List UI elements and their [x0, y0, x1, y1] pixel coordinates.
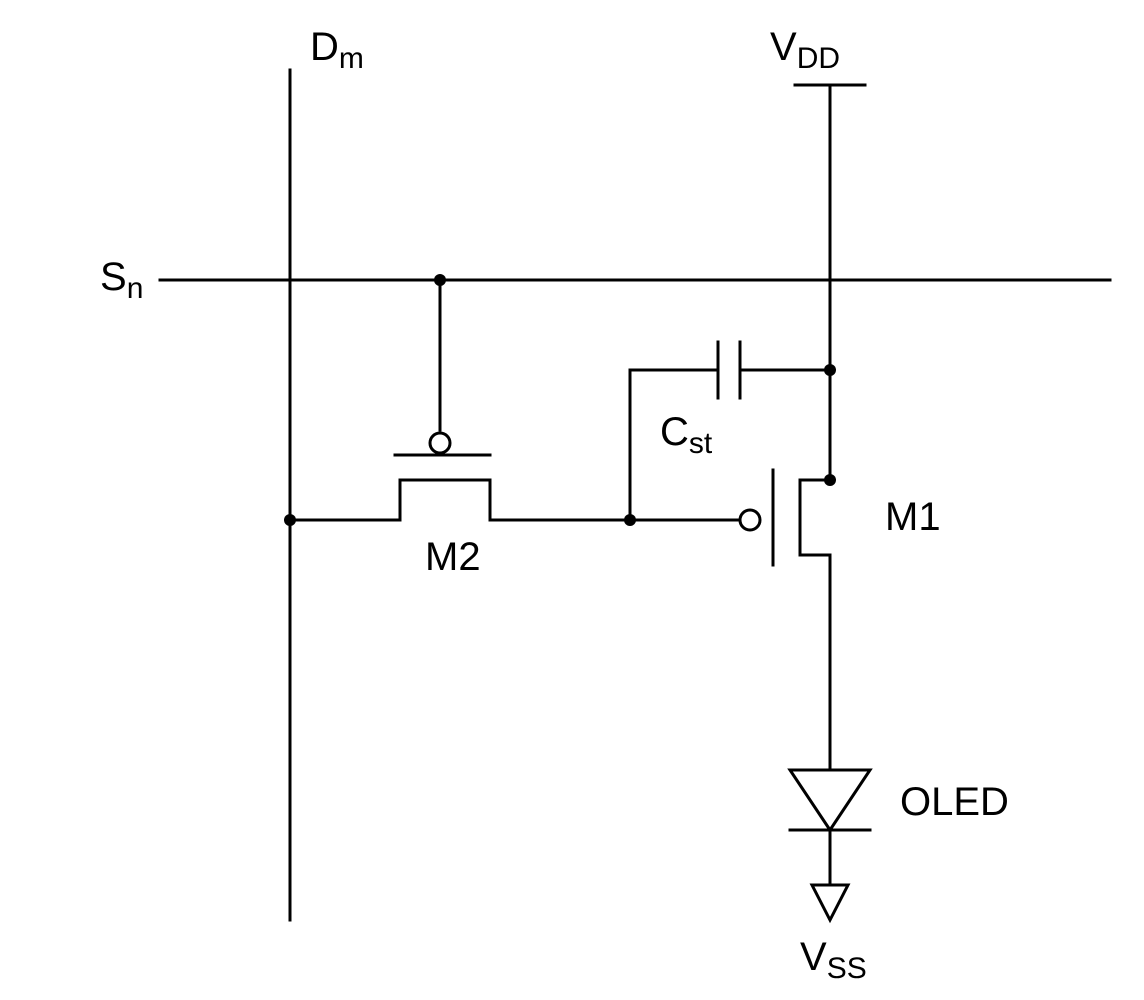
label-dm: Dm: [310, 25, 364, 75]
label-m1: M1: [885, 495, 941, 539]
circuit-diagram: Dm VDD Sn Cst M2 M1 OLED VSS: [0, 0, 1144, 1000]
dot-sn-m2gate: [434, 274, 446, 286]
dot-node-mid: [624, 514, 636, 526]
label-vss: VSS: [800, 935, 867, 985]
dot-dm-m2: [284, 514, 296, 526]
dot-vdd-cap: [824, 364, 836, 376]
label-sn: Sn: [100, 255, 143, 305]
label-cst: Cst: [660, 410, 713, 460]
vss-arrow: [812, 885, 848, 920]
label-m2: M2: [425, 535, 481, 579]
m1-pmos-bubble: [740, 510, 760, 530]
label-oled: OLED: [900, 780, 1009, 824]
dot-m1-src: [824, 474, 836, 486]
label-vdd: VDD: [770, 25, 840, 75]
oled-triangle: [790, 770, 870, 830]
m2-pmos-bubble: [430, 433, 450, 453]
